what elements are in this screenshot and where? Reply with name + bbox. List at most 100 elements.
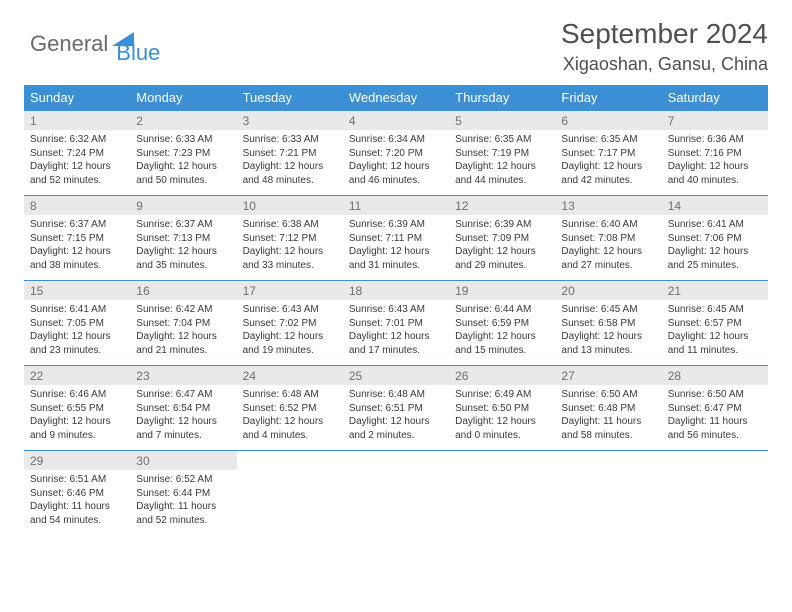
daylight-line: Daylight: 12 hours and 46 minutes. bbox=[349, 161, 430, 186]
sunrise-line: Sunrise: 6:39 AM bbox=[349, 219, 425, 230]
sunset-line: Sunset: 7:09 PM bbox=[455, 233, 529, 244]
sunrise-line: Sunrise: 6:37 AM bbox=[136, 219, 212, 230]
daynum-row: 891011121314 bbox=[24, 196, 768, 216]
daylight-line: Daylight: 11 hours and 54 minutes. bbox=[30, 501, 110, 526]
daylight-line: Daylight: 12 hours and 2 minutes. bbox=[349, 416, 430, 441]
dow-sun: Sunday bbox=[24, 85, 130, 111]
sunset-line: Sunset: 7:23 PM bbox=[136, 148, 210, 159]
dow-wed: Wednesday bbox=[343, 85, 449, 111]
day-detail: Sunrise: 6:42 AMSunset: 7:04 PMDaylight:… bbox=[130, 300, 236, 366]
sunset-line: Sunset: 7:06 PM bbox=[668, 233, 742, 244]
sunrise-line: Sunrise: 6:37 AM bbox=[30, 219, 106, 230]
day-detail bbox=[237, 470, 343, 535]
sunset-line: Sunset: 7:19 PM bbox=[455, 148, 529, 159]
sunset-line: Sunset: 7:05 PM bbox=[30, 318, 104, 329]
sunset-line: Sunset: 7:01 PM bbox=[349, 318, 423, 329]
daylight-line: Daylight: 11 hours and 52 minutes. bbox=[136, 501, 216, 526]
daylight-line: Daylight: 12 hours and 52 minutes. bbox=[30, 161, 111, 186]
sunset-line: Sunset: 7:11 PM bbox=[349, 233, 422, 244]
sunrise-line: Sunrise: 6:45 AM bbox=[561, 304, 637, 315]
day-detail: Sunrise: 6:48 AM Sunset: 6:51 PM Daylight:… bbox=[343, 385, 449, 451]
sunset-line: Sunset: 6:51 PM bbox=[349, 403, 423, 414]
day-number: 14 bbox=[662, 196, 768, 216]
sunset-line: Sunset: 6:57 PM bbox=[668, 318, 742, 329]
sunset-line: Sunset: 6:50 PM bbox=[455, 403, 529, 414]
day-number: 7 bbox=[662, 111, 768, 131]
daynum-row: 22232425262728 bbox=[24, 366, 768, 386]
sunset-line: Sunset: 6:58 PM bbox=[561, 318, 635, 329]
sunset-line: Sunset: 7:12 PM bbox=[243, 233, 317, 244]
daylight-line: Daylight: 12 hours and 48 minutes. bbox=[243, 161, 324, 186]
daylight-line: Daylight: 12 hours and 9 minutes. bbox=[30, 416, 111, 441]
daylight-line: Daylight: 12 hours and 4 minutes. bbox=[243, 416, 324, 441]
dow-mon: Monday bbox=[130, 85, 236, 111]
day-detail bbox=[449, 470, 555, 535]
sunrise-line: Sunrise: 6:41 AM bbox=[30, 304, 106, 315]
daylight-line: Daylight: 12 hours and 23 minutes. bbox=[30, 331, 111, 356]
day-number bbox=[237, 451, 343, 471]
sunset-line: Sunset: 6:54 PM bbox=[136, 403, 210, 414]
day-number: 17 bbox=[237, 281, 343, 301]
daylight-line: Daylight: 12 hours and 42 minutes. bbox=[561, 161, 642, 186]
day-detail: Sunrise: 6:51 AMSunset: 6:46 PMDaylight:… bbox=[24, 470, 130, 535]
day-number: 1 bbox=[24, 111, 130, 131]
daynum-row: 2930 bbox=[24, 451, 768, 471]
day-number bbox=[662, 451, 768, 471]
day-detail: Sunrise: 6:47 AMSunset: 6:54 PMDaylight:… bbox=[130, 385, 236, 451]
day-detail bbox=[662, 470, 768, 535]
sunrise-line: Sunrise: 6:35 AM bbox=[561, 134, 637, 145]
daylight-line: Daylight: 12 hours and 50 minutes. bbox=[136, 161, 217, 186]
sunrise-line: Sunrise: 6:47 AM bbox=[136, 389, 212, 400]
day-number: 6 bbox=[555, 111, 661, 131]
day-number bbox=[449, 451, 555, 471]
daylight-line: Daylight: 12 hours and 11 minutes. bbox=[668, 331, 749, 356]
daylight-line: Daylight: 12 hours and 33 minutes. bbox=[243, 246, 324, 271]
dow-sat: Saturday bbox=[662, 85, 768, 111]
day-number: 15 bbox=[24, 281, 130, 301]
day-number: 26 bbox=[449, 366, 555, 386]
day-detail: Sunrise: 6:48 AMSunset: 6:52 PMDaylight:… bbox=[237, 385, 343, 451]
sunset-line: Sunset: 7:13 PM bbox=[136, 233, 210, 244]
sunrise-line: Sunrise: 6:34 AM bbox=[349, 134, 425, 145]
daylight-line: Daylight: 12 hours and 19 minutes. bbox=[243, 331, 324, 356]
sunrise-line: Sunrise: 6:35 AM bbox=[455, 134, 531, 145]
daylight-line: Daylight: 11 hours and 56 minutes. bbox=[668, 416, 748, 441]
day-detail: Sunrise: 6:39 AM Sunset: 7:11 PM Daylight:… bbox=[343, 215, 449, 281]
day-detail: Sunrise: 6:49 AMSunset: 6:50 PMDaylight:… bbox=[449, 385, 555, 451]
sunset-line: Sunset: 6:55 PM bbox=[30, 403, 104, 414]
sunrise-line: Sunrise: 6:50 AM bbox=[668, 389, 744, 400]
day-detail: Sunrise: 6:50 AM Sunset: 6:47 PM Daylight:… bbox=[662, 385, 768, 451]
day-number: 13 bbox=[555, 196, 661, 216]
daylight-line: Daylight: 12 hours and 17 minutes. bbox=[349, 331, 430, 356]
sunrise-line: Sunrise: 6:33 AM bbox=[136, 134, 212, 145]
sunset-line: Sunset: 7:17 PM bbox=[561, 148, 635, 159]
day-number: 22 bbox=[24, 366, 130, 386]
sunset-line: Sunset: 7:08 PM bbox=[561, 233, 635, 244]
brand-part2: Blue bbox=[116, 40, 160, 66]
sunset-line: Sunset: 6:52 PM bbox=[243, 403, 317, 414]
sunrise-line: Sunrise: 6:46 AM bbox=[30, 389, 106, 400]
day-number: 25 bbox=[343, 366, 449, 386]
daylight-line: Daylight: 12 hours and 31 minutes. bbox=[349, 246, 430, 271]
day-number: 4 bbox=[343, 111, 449, 131]
day-number: 19 bbox=[449, 281, 555, 301]
day-detail: Sunrise: 6:40 AMSunset: 7:08 PMDaylight:… bbox=[555, 215, 661, 281]
sunset-line: Sunset: 6:44 PM bbox=[136, 488, 210, 499]
day-detail: Sunrise: 6:34 AMSunset: 7:20 PMDaylight:… bbox=[343, 130, 449, 196]
day-detail: Sunrise: 6:35 AM Sunset: 7:19 PM Daylight:… bbox=[449, 130, 555, 196]
calendar-table: Sunday Monday Tuesday Wednesday Thursday… bbox=[24, 85, 768, 535]
sunset-line: Sunset: 6:59 PM bbox=[455, 318, 529, 329]
daylight-line: Daylight: 12 hours and 44 minutes. bbox=[455, 161, 536, 186]
day-detail: Sunrise: 6:43 AMSunset: 7:01 PMDaylight:… bbox=[343, 300, 449, 366]
dow-tue: Tuesday bbox=[237, 85, 343, 111]
sunrise-line: Sunrise: 6:48 AM bbox=[349, 389, 425, 400]
day-number: 30 bbox=[130, 451, 236, 471]
sunset-line: Sunset: 7:04 PM bbox=[136, 318, 210, 329]
sunset-line: Sunset: 6:47 PM bbox=[668, 403, 742, 414]
day-number: 12 bbox=[449, 196, 555, 216]
dow-row: Sunday Monday Tuesday Wednesday Thursday… bbox=[24, 85, 768, 111]
daylight-line: Daylight: 12 hours and 38 minutes. bbox=[30, 246, 111, 271]
daylight-line: Daylight: 12 hours and 27 minutes. bbox=[561, 246, 642, 271]
day-detail: Sunrise: 6:33 AM Sunset: 7:23 PM Daylight:… bbox=[130, 130, 236, 196]
day-number: 2 bbox=[130, 111, 236, 131]
